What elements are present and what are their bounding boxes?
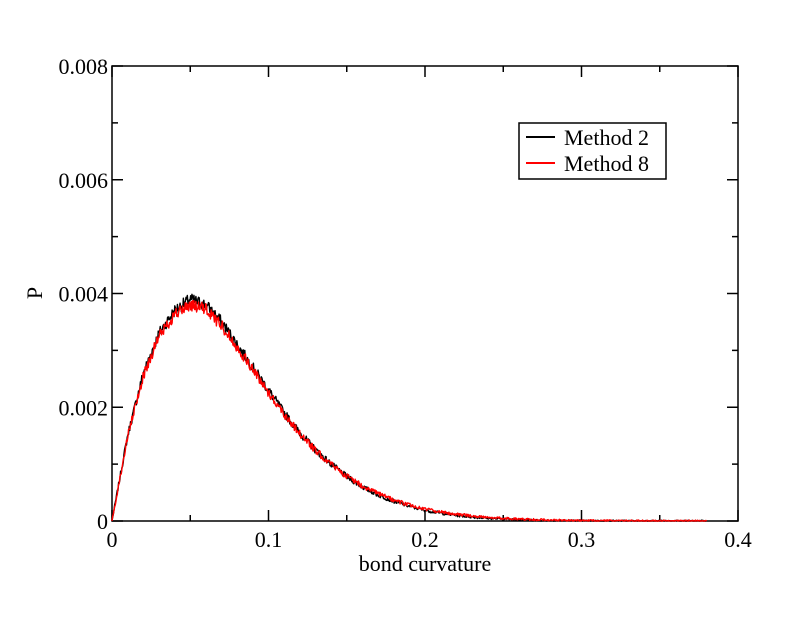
axis-ticks (111, 65, 739, 522)
legend-label-method-2: Method 2 (564, 125, 649, 150)
x-tick-label: 0.2 (411, 527, 439, 552)
legend-label-method-8: Method 8 (564, 151, 649, 176)
x-axis-title: bond curvature (359, 551, 492, 576)
y-tick-label: 0 (97, 509, 108, 534)
x-tick-label: 0.3 (568, 527, 596, 552)
series-lines (111, 293, 708, 522)
x-tick-label: 0 (107, 527, 118, 552)
series-line-method-8 (111, 299, 708, 522)
legend-box (518, 122, 667, 180)
y-tick-label: 0.008 (59, 54, 109, 79)
y-tick-label: 0.002 (59, 395, 109, 420)
legend: Method 2 Method 8 (518, 122, 667, 180)
series-line-method-2 (111, 293, 708, 522)
y-tick-label: 0.004 (59, 282, 109, 307)
x-tick-label: 0.1 (255, 527, 283, 552)
y-tick-label: 0.006 (59, 168, 109, 193)
y-axis-title: P (22, 287, 47, 299)
axis-tick-labels: 0 0.1 0.2 0.3 0.4 0 0.002 0.004 0.006 0.008 (59, 54, 752, 552)
x-tick-label: 0.4 (724, 527, 752, 552)
